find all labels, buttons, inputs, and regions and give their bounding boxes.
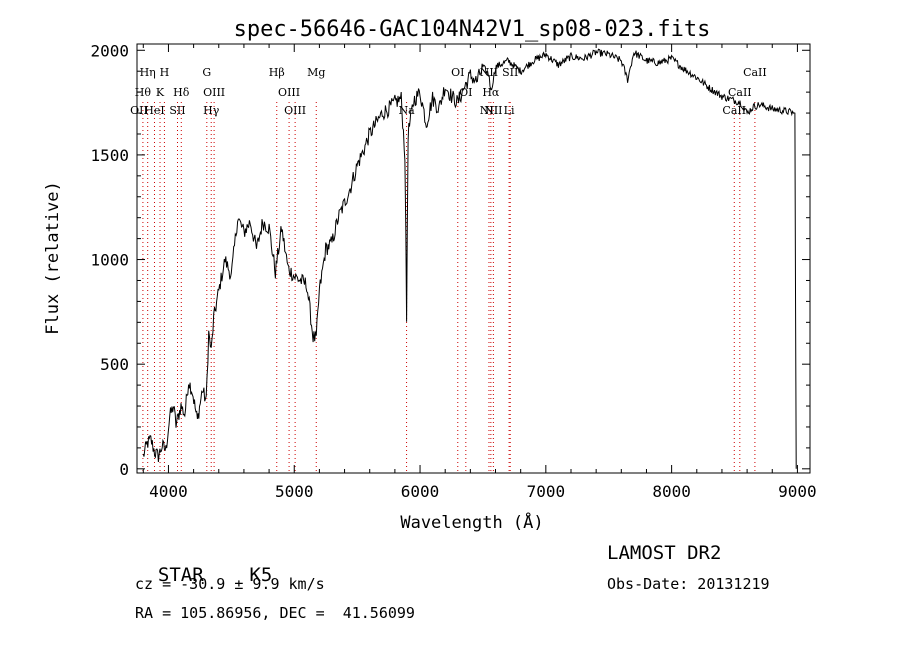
x-tick-label: 8000 — [652, 482, 691, 501]
spectral-line-label: Hβ — [269, 66, 285, 79]
spectral-line-label: SII — [169, 104, 185, 117]
spectral-line-label: HeI — [144, 104, 164, 117]
spectral-line-label: CaII — [743, 66, 767, 79]
spectrum-layer — [142, 48, 797, 469]
spectral-line-label: OI — [451, 66, 464, 79]
y-tick-label: 2000 — [90, 41, 129, 60]
y-axis-label: Flux (relative) — [43, 181, 63, 335]
x-tick-label: 7000 — [527, 482, 566, 501]
spectral-line-label: CaII — [722, 104, 746, 117]
spectral-line-label: CaII — [728, 86, 752, 99]
spectral-line-label: Mg — [307, 66, 325, 79]
y-tick-label: 1000 — [90, 251, 129, 270]
spectral-line-label: OIII — [284, 104, 306, 117]
spectral-line-label: OIII — [278, 86, 300, 99]
obs-date-text: Obs-Date: 20131219 — [607, 575, 770, 593]
x-axis-label: Wavelength (Å) — [400, 511, 543, 533]
spectral-line-label: Hη — [140, 66, 156, 79]
object-info: STAR K5 — [135, 542, 272, 586]
coordinates-text: RA = 105.86956, DEC = 41.56099 — [135, 604, 415, 622]
y-tick-label: 1500 — [90, 146, 129, 165]
spectral-line-label: Hδ — [173, 86, 190, 99]
x-tick-label: 9000 — [778, 482, 817, 501]
spectral-line-label: SII — [502, 66, 518, 79]
spectral-line-label: Hα — [482, 86, 500, 99]
y-axis-ticks: 0 500 1000 1500 2000 — [90, 41, 810, 479]
x-axis-ticks: 4000 5000 6000 7000 8000 9000 — [142, 44, 817, 501]
x-tick-label: 5000 — [275, 482, 314, 501]
spectral-line-markers — [142, 102, 756, 473]
redshift-text: cz = -30.9 ± 9.9 km/s — [135, 575, 325, 593]
survey-name: LAMOST DR2 — [607, 542, 722, 564]
spectral-line-label: H — [160, 66, 170, 79]
spectral-line-label: K — [156, 86, 165, 99]
x-tick-label: 6000 — [401, 482, 440, 501]
y-tick-label: 0 — [119, 460, 129, 479]
spectral-line-label: Li — [504, 104, 515, 117]
spectral-line-label: NII — [484, 104, 502, 117]
plot-frame — [136, 43, 811, 474]
object-class: STAR — [157, 564, 204, 586]
spectrum-line — [142, 48, 797, 469]
spectral-line-label: OIII — [203, 86, 225, 99]
object-subclass: K5 — [249, 564, 273, 586]
spectral-line-label: NII — [480, 104, 498, 117]
spectral-line-label: OII — [130, 104, 148, 117]
spectral-line-label: Hγ — [203, 104, 220, 117]
y-tick-label: 500 — [100, 355, 129, 374]
spectral-line-label: Hθ — [135, 86, 152, 99]
chart-title: spec-56646-GAC104N42V1_sp08-023.fits — [234, 17, 711, 42]
spectral-line-label: G — [202, 66, 211, 79]
x-tick-label: 4000 — [149, 482, 188, 501]
